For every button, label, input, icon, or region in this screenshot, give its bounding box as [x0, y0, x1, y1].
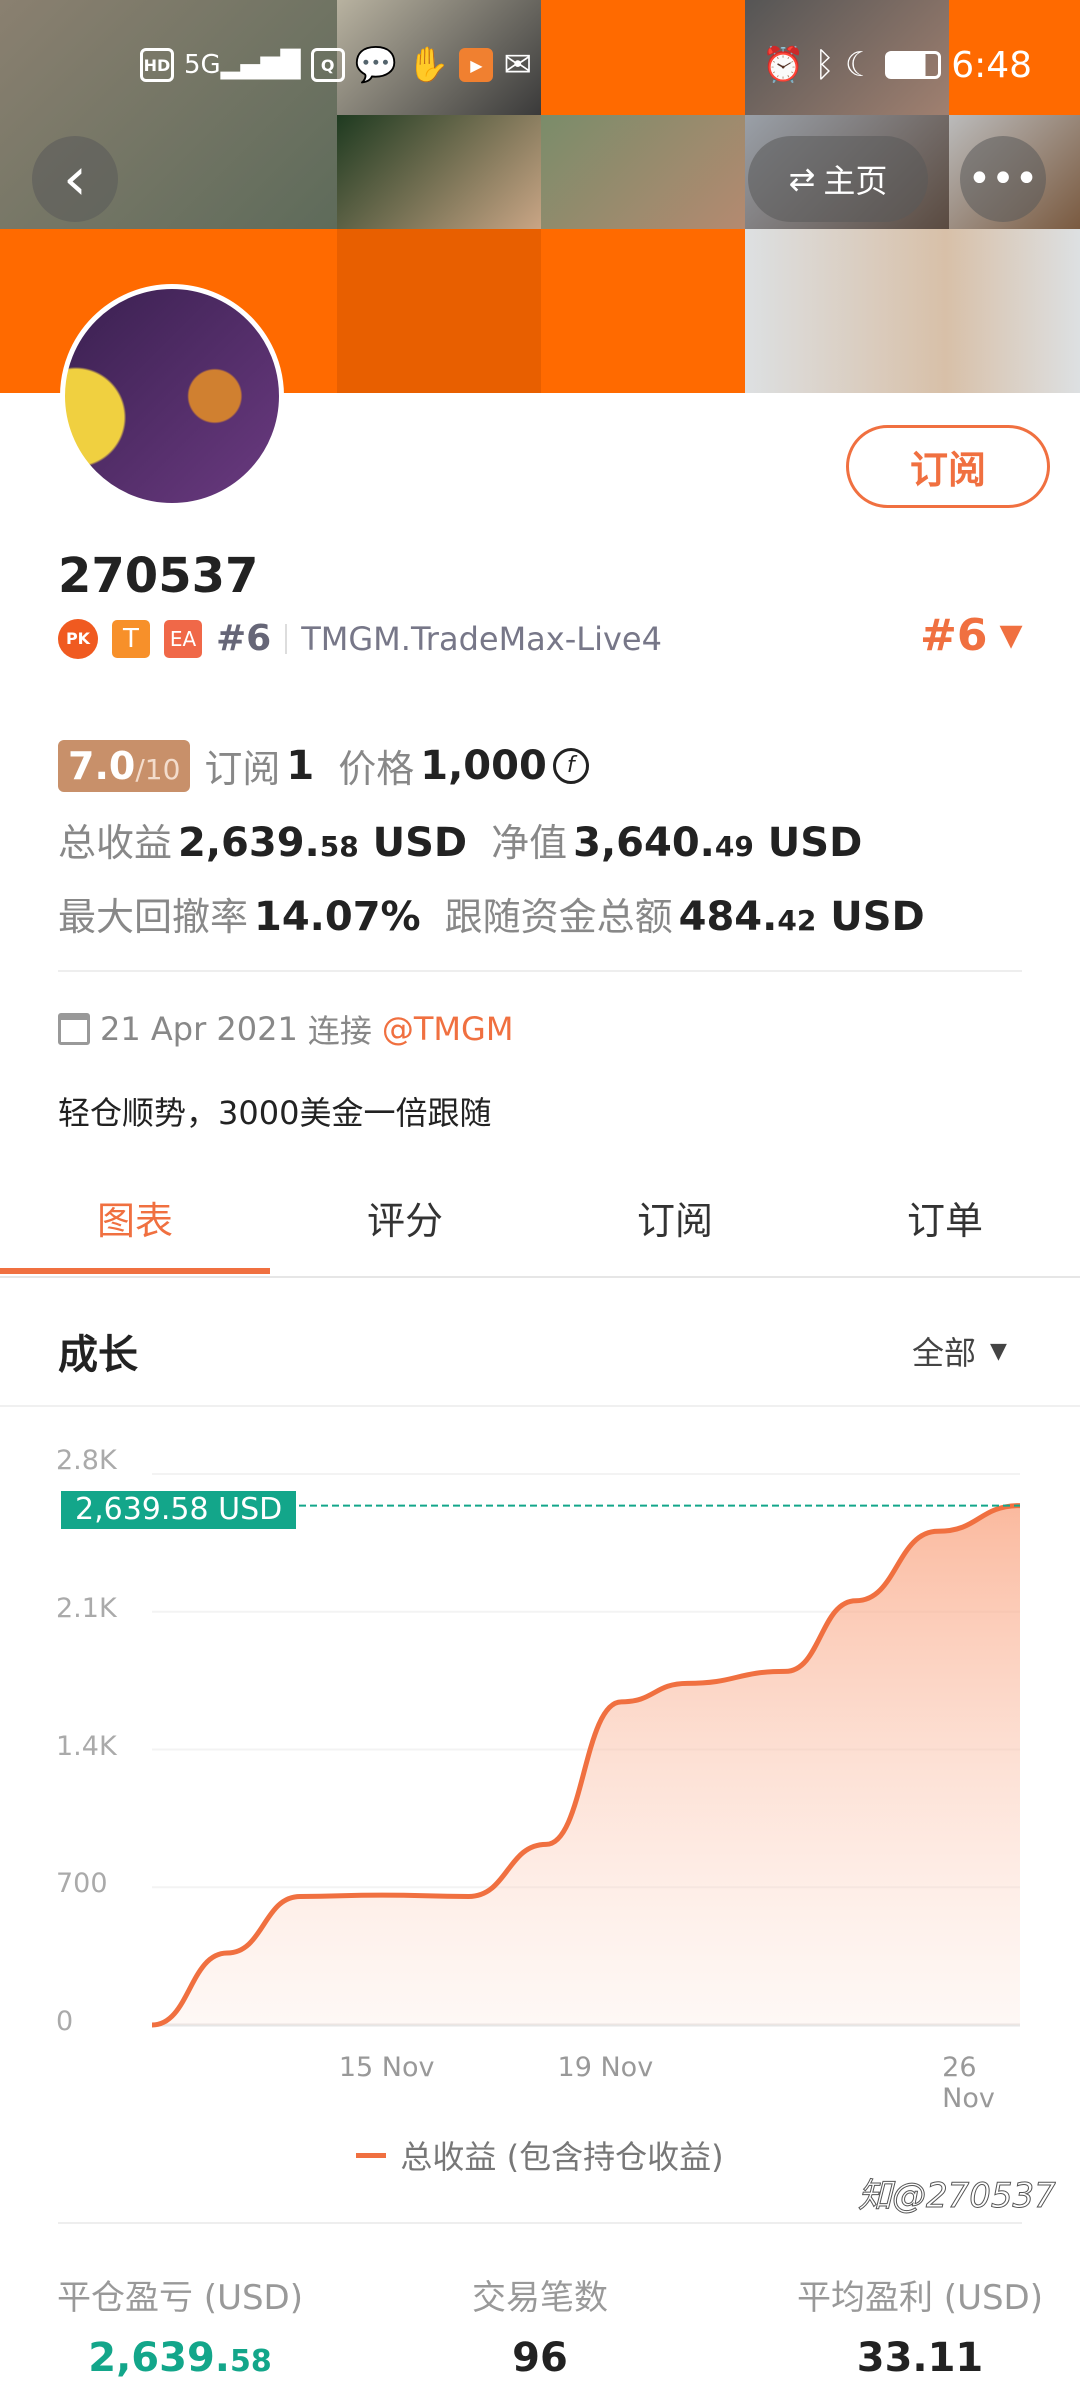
status-bar-right: ⏰ ᛒ ☾ 6:48 — [762, 40, 1032, 90]
active-tab-indicator — [0, 1268, 270, 1274]
battery-icon — [885, 51, 942, 79]
badge-row: PK T EA #6 TMGM.TradeMax-Live4 — [58, 618, 662, 659]
server-name: TMGM.TradeMax-Live4 — [301, 619, 662, 658]
tab-chart[interactable]: 图表 — [96, 1199, 173, 1243]
watermark: 知@270537 — [858, 2176, 1057, 2217]
photo-tile — [337, 0, 541, 115]
divider — [58, 970, 1022, 972]
tab-orders[interactable]: 订单 — [906, 1199, 983, 1243]
swap-icon: ⇄ — [788, 160, 816, 198]
app-icon: Q — [310, 48, 345, 82]
status-bar-left: HD 5G▂▄▆█ Q 💬 ✋ ▶ ✉ — [140, 40, 532, 90]
hand-icon: ✋ — [407, 45, 450, 85]
caret-down-icon: ▼ — [999, 618, 1023, 653]
current-value-label: 2,639.58 USD — [61, 1490, 297, 1529]
profile-name: 270537 — [58, 548, 259, 604]
y-tick-label: 1.4K — [56, 1730, 117, 1762]
section-title: 成长 — [58, 1332, 138, 1378]
broker-link[interactable]: @TMGM — [381, 1010, 514, 1048]
avg-profit-label: 平均盈利 (USD) — [797, 2278, 1043, 2318]
alarm-icon: ⏰ — [762, 45, 805, 85]
x-tick-label: 26 Nov — [942, 2052, 995, 2114]
photo-tile — [745, 229, 1080, 393]
y-tick-label: 0 — [56, 2006, 74, 2037]
hd-icon: HD — [140, 48, 174, 82]
y-tick-label: 2.1K — [56, 1592, 117, 1624]
tab-subscribe[interactable]: 订阅 — [636, 1199, 713, 1243]
ea-badge-icon: EA — [164, 619, 202, 658]
more-icon: ••• — [967, 156, 1039, 202]
back-button[interactable]: ‹ — [32, 136, 118, 222]
tab-rating[interactable]: 评分 — [366, 1199, 443, 1243]
bluetooth-icon: ᛒ — [814, 45, 835, 85]
clock: 6:48 — [951, 44, 1033, 86]
y-tick-label: 2.8K — [56, 1445, 117, 1476]
subscribe-button[interactable]: 订阅 — [846, 425, 1050, 508]
legend-swatch — [356, 2152, 387, 2158]
moon-icon: ☾ — [844, 45, 876, 85]
y-tick-label: 700 — [56, 1868, 108, 1900]
orange-tile — [337, 229, 541, 393]
avatar[interactable] — [60, 284, 284, 508]
zhihu-logo-icon: 知 — [858, 2176, 893, 2217]
closed-pnl-value: 2,639.58 — [88, 2335, 272, 2381]
growth-chart — [151, 1473, 1021, 2028]
closed-pnl-label: 平仓盈亏 (USD) — [57, 2278, 303, 2318]
x-tick-label: 19 Nov — [557, 2052, 654, 2083]
divider — [0, 1405, 1080, 1407]
range-dropdown[interactable]: 全部 ▼ — [912, 1334, 1007, 1372]
divider — [0, 1276, 1080, 1278]
video-icon: ▶ — [459, 48, 494, 82]
trade-count-label: 交易笔数 — [472, 2278, 608, 2318]
coin-icon: f — [552, 747, 589, 784]
chart-legend[interactable]: 总收益 (包含持仓收益) — [0, 2132, 1080, 2178]
t-badge-icon: T — [112, 619, 150, 658]
score-badge: 7.0/10 — [58, 739, 191, 792]
divider — [285, 623, 288, 654]
description: 轻仓顺势，3000美金一倍跟随 — [58, 1094, 492, 1132]
chat-icon: 💬 — [354, 45, 398, 85]
rank-dropdown[interactable]: #6 ▼ — [920, 610, 1023, 661]
avg-profit-value: 33.11 — [856, 2335, 984, 2381]
more-button[interactable]: ••• — [960, 136, 1046, 222]
chevron-left-icon: ‹ — [63, 144, 87, 214]
pk-badge-icon: PK — [58, 618, 98, 659]
x-tick-label: 15 Nov — [338, 2052, 435, 2083]
home-button[interactable]: ⇄ 主页 — [748, 136, 928, 222]
rank: #6 — [216, 618, 272, 659]
divider — [58, 2222, 1022, 2224]
caret-down-icon: ▼ — [990, 1338, 1007, 1364]
trade-count-value: 96 — [512, 2335, 568, 2381]
photo-tile — [541, 115, 745, 229]
photo-tile — [337, 115, 541, 229]
mail-icon: ✉ — [503, 45, 532, 85]
series-line — [151, 1503, 1021, 2028]
signal-icon: 5G▂▄▆█ — [184, 50, 301, 80]
calendar-icon — [58, 1013, 90, 1045]
